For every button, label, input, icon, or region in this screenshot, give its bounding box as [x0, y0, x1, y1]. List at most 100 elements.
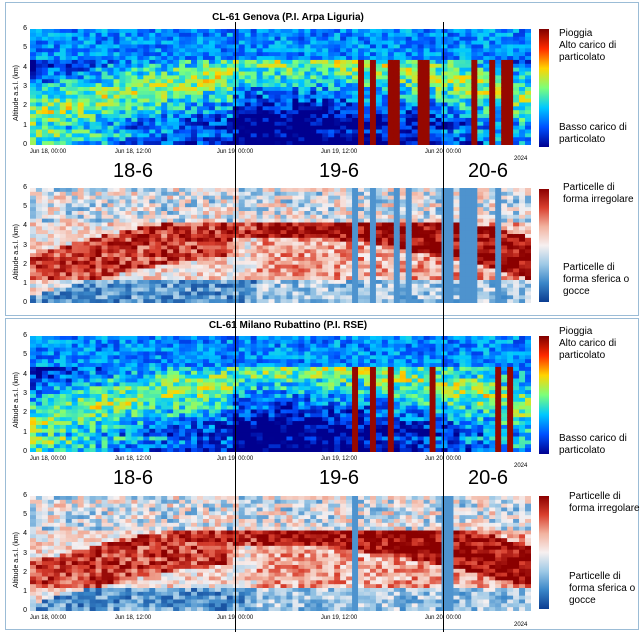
heatmap-cell: [197, 191, 204, 197]
heatmap-cell: [489, 268, 496, 273]
heatmap-cell: [107, 191, 115, 197]
heatmap-cell: [155, 241, 162, 247]
heatmap-cell: [232, 226, 240, 231]
heatmap-cell: [30, 272, 37, 277]
heatmap-cell: [137, 295, 144, 300]
heatmap-cell: [507, 94, 514, 100]
heatmap-cell: [232, 141, 240, 145]
heatmap-cell: [220, 117, 228, 123]
heatmap-cell: [250, 75, 258, 80]
heatmap-cell: [149, 249, 156, 254]
heatmap-cell: [304, 280, 311, 285]
heatmap-cell: [519, 114, 526, 119]
heatmap-cell: [447, 299, 455, 303]
heatmap-cell: [399, 48, 407, 53]
heatmap-cell: [393, 268, 401, 273]
heatmap-cell: [447, 40, 455, 46]
heatmap-cell: [471, 114, 478, 119]
heatmap-cell: [214, 299, 222, 303]
heatmap-cell: [262, 59, 270, 65]
heatmap-cell: [197, 241, 204, 247]
heatmap-cell: [89, 75, 97, 80]
heatmap-cell: [59, 291, 67, 296]
heatmap-cell: [226, 94, 234, 100]
heatmap-cell: [441, 102, 449, 107]
heatmap-cell: [393, 83, 401, 88]
heatmap-cell: [489, 280, 496, 285]
heatmap-cell: [53, 125, 61, 131]
heatmap-cell: [381, 249, 389, 254]
heatmap-cell: [429, 79, 437, 84]
heatmap-cell: [358, 90, 365, 96]
heatmap-cell: [459, 98, 466, 104]
heatmap-cell: [334, 117, 341, 123]
heatmap-cell: [250, 106, 258, 111]
heatmap-cell: [143, 32, 150, 38]
heatmap-cell: [328, 87, 335, 92]
heatmap-cell: [316, 264, 323, 270]
heatmap-cell: [268, 90, 276, 96]
heatmap-cell: [369, 234, 377, 239]
heatmap-cell: [137, 260, 144, 266]
heatmap-cell: [155, 125, 162, 131]
heatmap-cell: [41, 133, 49, 138]
heatmap-cell: [417, 83, 425, 88]
heatmap-cell: [274, 276, 282, 281]
heatmap-cell: [304, 264, 311, 270]
heatmap-cell: [232, 299, 240, 303]
heatmap-cell: [393, 226, 401, 231]
heatmap-cell: [268, 241, 276, 247]
heatmap-cell: [304, 283, 311, 289]
heatmap-cell: [322, 211, 329, 216]
heatmap-cell: [119, 249, 127, 254]
heatmap-cell: [226, 36, 234, 42]
heatmap-cell: [208, 257, 216, 262]
heatmap-cell: [393, 87, 401, 92]
heatmap-cell: [352, 44, 359, 49]
heatmap-cell: [501, 40, 508, 46]
heatmap-cell: [358, 264, 365, 270]
heatmap-cell: [47, 44, 55, 49]
heatmap-cell: [214, 230, 222, 235]
heatmap-cell: [131, 283, 138, 289]
heatmap-cell: [447, 276, 455, 281]
heatmap-cell: [310, 32, 317, 38]
heatmap-cell: [238, 83, 246, 88]
heatmap-cell: [47, 52, 55, 57]
heatmap-cell: [238, 245, 246, 250]
heatmap-cell: [304, 32, 311, 38]
heatmap-cell: [411, 257, 419, 262]
heatmap-cell: [375, 295, 383, 300]
heatmap-cell: [304, 117, 311, 123]
heatmap-cell: [280, 141, 288, 145]
heatmap-cell: [423, 102, 431, 107]
heatmap-cell: [381, 137, 389, 142]
heatmap-cell: [119, 257, 127, 262]
heatmap-cell: [417, 195, 425, 201]
heatmap-cell: [417, 36, 425, 42]
heatmap-cell: [399, 83, 407, 88]
heatmap-cell: [202, 226, 210, 231]
heatmap-cell: [83, 287, 91, 293]
heatmap-cell: [173, 52, 180, 57]
heatmap-cell: [483, 234, 490, 239]
heatmap-cell: [41, 141, 49, 145]
heatmap-cell: [292, 129, 299, 134]
heatmap-cell: [113, 87, 121, 92]
heatmap-cell: [137, 79, 144, 84]
heatmap-cell: [149, 237, 156, 243]
heatmap-cell: [453, 260, 461, 266]
heatmap-cell: [310, 106, 317, 111]
heatmap-cell: [459, 56, 466, 61]
heatmap-cell: [244, 203, 252, 208]
heatmap-cell: [137, 117, 144, 123]
heatmap-cell: [125, 141, 132, 145]
heatmap-cell: [268, 36, 276, 42]
heatmap-cell: [59, 125, 67, 131]
heatmap-cell: [298, 79, 305, 84]
heatmap-cell: [220, 283, 228, 289]
heatmap-cell: [220, 226, 228, 231]
heatmap-cell: [95, 241, 103, 247]
heatmap-cell: [423, 188, 431, 193]
heatmap-cell: [137, 218, 144, 224]
